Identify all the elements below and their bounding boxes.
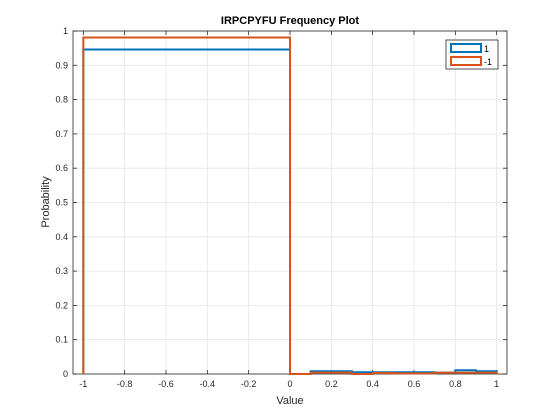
- x-tick-label: -0.2: [241, 379, 257, 389]
- x-tick-label: -0.4: [200, 379, 216, 389]
- x-tick-label: -0.8: [117, 379, 133, 389]
- y-axis-ticks: 0 0.1 0.2 0.3 0.4 0.5 0.6 0.7 0.8 0.9 1: [55, 26, 507, 379]
- y-tick-label: 0.5: [55, 198, 68, 208]
- x-tick-label: 1: [494, 379, 499, 389]
- legend: 1 -1: [445, 39, 499, 70]
- y-tick-label: 0.4: [55, 232, 68, 242]
- plot-series: [82, 36, 498, 375]
- legend-swatch-series-neg1: [450, 56, 482, 66]
- y-tick-label: 0.8: [55, 95, 68, 105]
- series-line-neg1: [82, 36, 498, 375]
- y-tick-label: 0.1: [55, 335, 68, 345]
- x-tick-label: -0.6: [158, 379, 174, 389]
- y-tick-label: 0.7: [55, 129, 68, 139]
- legend-swatch-series-1: [450, 43, 482, 53]
- y-axis-label: Probability: [40, 176, 52, 228]
- x-tick-label: 0: [287, 379, 292, 389]
- x-tick-label: 0.6: [408, 379, 421, 389]
- legend-label-series-1: 1: [484, 44, 489, 54]
- y-tick-label: 0.6: [55, 163, 68, 173]
- y-tick-label: 0.2: [55, 300, 68, 310]
- y-tick-label: 0.9: [55, 60, 68, 70]
- x-axis-label: Value: [276, 395, 303, 407]
- y-tick-label: 0.3: [55, 266, 68, 276]
- x-axis-ticks: -1 -0.8 -0.6 -0.4 -0.2 0 0.2 0.4 0.6 0.8 1: [79, 31, 499, 389]
- x-tick-label: 0.4: [366, 379, 379, 389]
- x-tick-label: 0.8: [449, 379, 462, 389]
- chart-title: IRPCPYFU Frequency Plot: [221, 15, 359, 27]
- y-tick-label: 0: [63, 369, 68, 379]
- x-tick-label: -1: [79, 379, 87, 389]
- x-tick-label: 0.2: [325, 379, 338, 389]
- y-tick-label: 1: [63, 26, 68, 36]
- legend-label-series-neg1: -1: [484, 57, 492, 67]
